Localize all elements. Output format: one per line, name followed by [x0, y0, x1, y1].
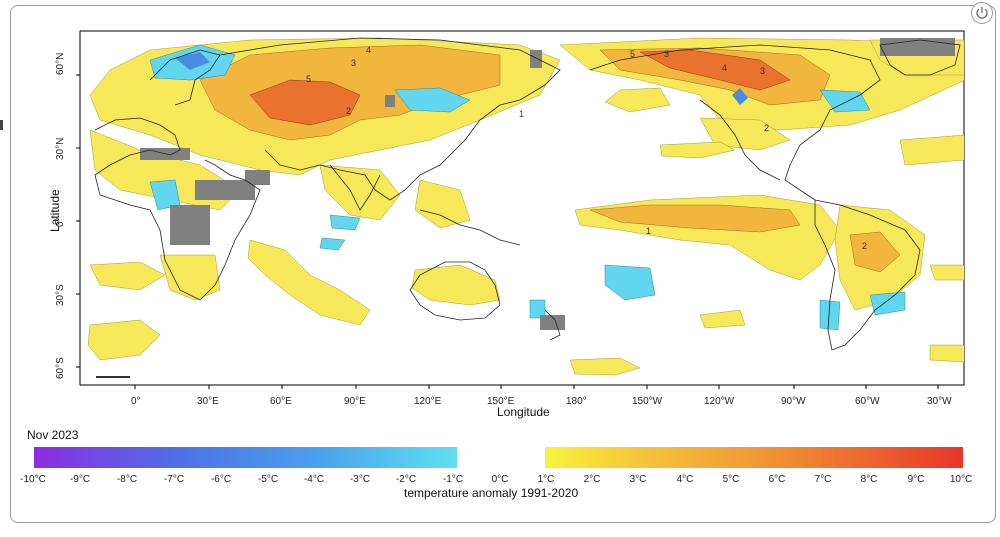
colorbar-tick: -6°C [210, 474, 232, 485]
contour-labels: 4 3 5 5 3 4 3 2 1 2 1 2 [306, 45, 867, 251]
contour-label: 3 [351, 58, 356, 68]
weak-cold-regions [149, 44, 906, 331]
colorbar-tick: 8°C [860, 474, 878, 485]
anomaly-field [87, 37, 964, 376]
latitude-label: 30°N [55, 137, 66, 160]
colorbar-tick: 9°C [907, 474, 925, 485]
contour-label: 5 [630, 49, 635, 59]
map-title: Nov 2023 [27, 428, 79, 442]
longitude-label: 30°W [927, 396, 952, 407]
contour-label: 3 [760, 66, 765, 76]
contour-label: 5 [306, 74, 311, 84]
longitude-label: 120°W [704, 396, 735, 407]
colorbar-tick: 2°C [583, 474, 601, 485]
colorbar-negative [34, 447, 457, 468]
colorbar-tick: -3°C [349, 474, 371, 485]
colorbar-tick: -8°C [116, 474, 138, 485]
contour-label: 2 [346, 106, 351, 116]
colorbar-tick: 6°C [768, 474, 786, 485]
longitude-label: 30°E [197, 396, 219, 407]
missing-data-regions [140, 38, 955, 330]
colorbar-tick: 10°C [949, 474, 973, 485]
colorbar-caption: temperature anomaly 1991-2020 [404, 486, 579, 500]
coastlines [94, 37, 961, 351]
latitude-label: 30°S [55, 284, 66, 306]
moderate-cold-regions [175, 52, 748, 105]
contour-label: 1 [646, 226, 651, 236]
contour-label: 2 [764, 123, 769, 133]
power-icon-glyph [976, 7, 988, 19]
colorbar-tick: 0°C [491, 474, 509, 485]
longitude-label: 150°E [487, 396, 515, 407]
edge-marker [0, 120, 3, 130]
contour-label: 1 [519, 109, 524, 119]
colorbar-tick: -5°C [257, 474, 279, 485]
colorbar-tick: 3°C [629, 474, 647, 485]
colorbar-positive [545, 447, 963, 468]
longitude-label: 60°W [855, 396, 880, 407]
colorbar-tick: 7°C [814, 474, 832, 485]
x-axis-title: Longitude [497, 405, 550, 419]
contour-label: 3 [664, 49, 669, 59]
contour-label: 4 [722, 63, 727, 73]
colorbar-tick: -10°C [20, 474, 46, 485]
latitude-label: 60°S [55, 357, 66, 379]
longitude-label: 60°E [270, 396, 292, 407]
longitude-label: 180° [566, 396, 587, 407]
colorbar-tick: 5°C [722, 474, 740, 485]
axis-ticks [76, 74, 939, 389]
latitude-label: 60°N [55, 52, 66, 75]
colorbar-tick: 1°C [537, 474, 555, 485]
colorbar-tick: -2°C [395, 474, 417, 485]
colorbar-tick: 4°C [676, 474, 694, 485]
longitude-label: 150°W [632, 396, 663, 407]
contour-label: 2 [862, 241, 867, 251]
power-icon[interactable] [971, 2, 993, 24]
y-axis-title: Latitude [48, 189, 62, 232]
colorbar-tick: -1°C [442, 474, 464, 485]
colorbar-tick: -9°C [69, 474, 91, 485]
longitude-label: 0° [131, 396, 141, 407]
longitude-label: 120°E [414, 396, 442, 407]
longitude-label: 90°W [781, 396, 806, 407]
strong-warm-regions [249, 49, 791, 126]
colorbar-tick: -7°C [163, 474, 185, 485]
longitude-label: 90°E [344, 396, 366, 407]
contour-label: 4 [366, 45, 371, 55]
colorbar-tick: -4°C [303, 474, 325, 485]
